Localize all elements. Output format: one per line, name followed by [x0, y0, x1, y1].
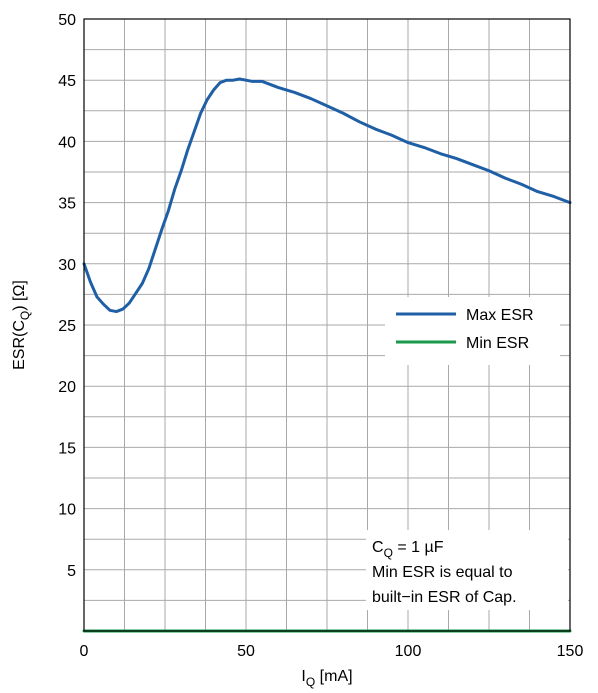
- y-tick-label: 35: [58, 196, 76, 213]
- legend: Max ESR Min ESR: [385, 297, 560, 365]
- legend-label-max-esr: Max ESR: [466, 307, 534, 324]
- y-tick-label: 50: [58, 12, 76, 29]
- x-tick-label: 50: [237, 643, 255, 660]
- y-tick-label: 15: [58, 440, 76, 457]
- annotation-line-3: built−in ESR of Cap.: [372, 589, 517, 606]
- y-tick-label: 30: [58, 257, 76, 274]
- y-tick-label: 45: [58, 73, 76, 90]
- y-tick-label: 20: [58, 379, 76, 396]
- x-tick-label: 150: [557, 643, 584, 660]
- annotation-capacitance: CQ = 1 µF: [372, 539, 444, 560]
- x-tick-label: 0: [80, 643, 89, 660]
- y-tick-label: 5: [67, 563, 76, 580]
- x-axis-title: IQ [mA]: [301, 668, 352, 689]
- legend-label-min-esr: Min ESR: [466, 335, 529, 352]
- x-tick-label: 100: [395, 643, 422, 660]
- legend-box: [385, 297, 560, 365]
- series-line-max-esr: [82, 77, 572, 314]
- plot-frame: [83, 18, 571, 632]
- y-tick-label: 40: [58, 134, 76, 151]
- annotation: CQ = 1 µF Min ESR is equal to built−in E…: [366, 530, 568, 610]
- y-axis-title: ESR(CQ) [Ω]: [11, 280, 32, 370]
- tick-labels: 0 50 100 150 5 10 15 20 25 30 35 40 45 50: [58, 12, 583, 660]
- y-tick-label: 25: [58, 318, 76, 335]
- y-tick-label: 10: [58, 502, 76, 519]
- annotation-line-2: Min ESR is equal to: [372, 564, 513, 581]
- annotation-box: [366, 530, 568, 610]
